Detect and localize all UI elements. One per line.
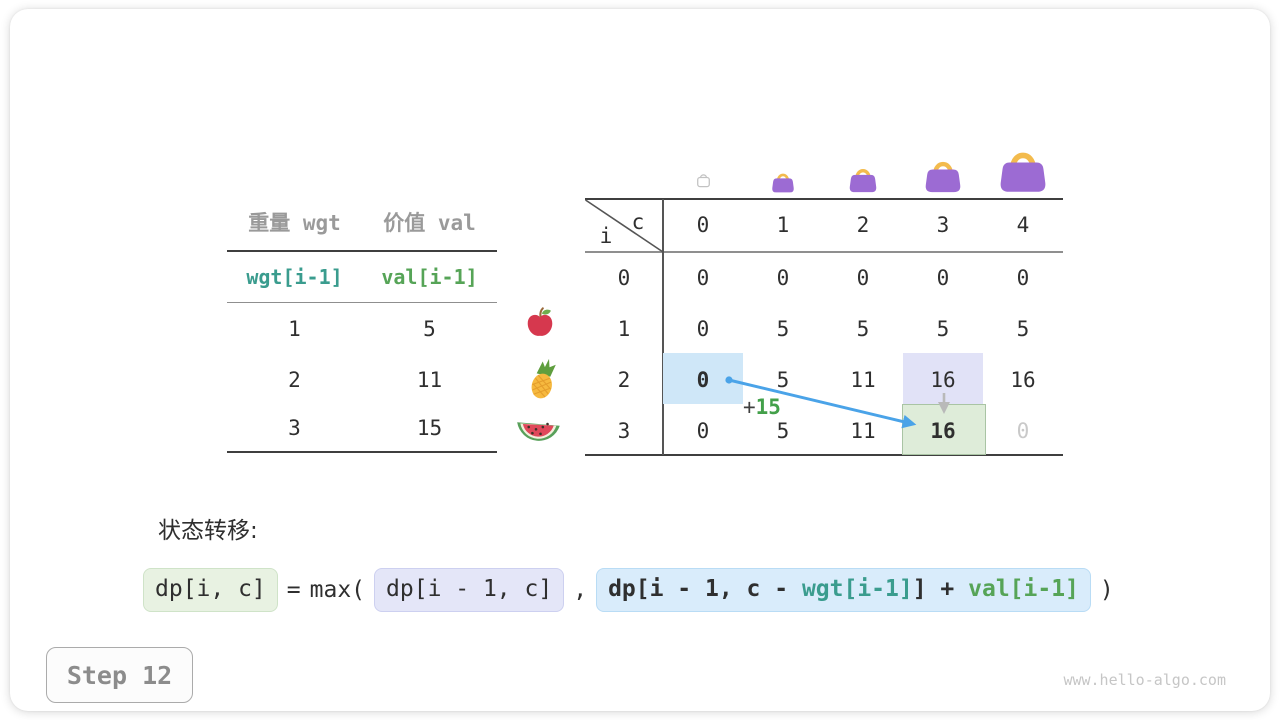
weight-column-header: 重量 wgt [248,211,341,235]
item-weight: 3 [288,416,301,440]
formula-comma: , [573,577,588,603]
dp-cell: 5 [856,316,870,341]
dp-table-header-rule [585,251,1063,253]
wgt-formula-cell: wgt[i-1] [246,265,343,289]
formula-option-take: dp[i - 1, c - wgt[i-1]] + val[i-1] [596,568,1091,612]
dp-col-header: 0 [696,213,710,237]
take-val-term: val[i-1] [968,576,1079,603]
dp-cell: 5 [776,316,790,341]
dp-row-header: 3 [617,418,631,443]
dp-cell: 11 [850,367,876,392]
figure-card: 重量 wgt 价值 val wgt[i-1] val[i-1] 1 5 2 11… [10,9,1270,711]
take-wgt-term: wgt[i-1] [801,576,913,603]
dp-cell-above: 16 [930,367,956,392]
dp-cell: 0 [1016,265,1030,290]
dp-table-vertical-rule [662,199,664,455]
dp-cell: 0 [856,265,870,290]
pineapple-icon [531,358,556,399]
dp-col-header: 3 [936,213,950,237]
dp-cell: 16 [1010,367,1036,392]
dp-col-header: 4 [1016,213,1030,237]
highlight-current-cell [902,404,986,455]
take-bracket: ] [912,576,927,603]
dp-cell: 5 [936,316,950,341]
dp-cell: 0 [696,316,710,341]
value-column-header: 价值 val [383,211,476,235]
item-row-pineapple: 2 11 [227,354,497,405]
formula-equals: = [286,577,301,603]
dp-cell-pending: 0 [1016,418,1030,443]
dp-row-header: 2 [617,367,631,392]
dp-corner-diagonal [585,199,664,253]
watermelon-icon [517,422,560,441]
empty-bag-icon [697,174,710,188]
bag-icon [849,169,877,193]
dp-col-header: 2 [856,213,870,237]
plus-sign: + [743,395,756,419]
item-value: 11 [416,367,443,392]
dp-row-header: 0 [617,265,631,290]
dp-cell: 0 [936,265,950,290]
dp-corner-row-var: i [599,224,613,248]
dp-table-top-rule [585,198,1063,200]
transition-formula: dp[i, c] = max( dp[i - 1, c] , dp[i - 1,… [143,568,1114,612]
item-value: 15 [416,416,443,440]
bag-icon [772,173,794,193]
dp-corner-col-var: c [631,210,645,234]
formula-lhs: dp[i, c] [143,568,278,612]
dp-row-headers: 0 1 2 3 [585,252,663,456]
dp-cell: 5 [1016,316,1030,341]
formula-close-paren: ) [1099,577,1114,603]
val-formula-cell: val[i-1] [381,265,478,289]
watermark: www.hello-algo.com [1063,671,1226,689]
formula-max-open: max( [309,577,366,603]
item-table-header: 重量 wgt 价值 val [227,194,497,252]
dp-cell-source: 0 [696,367,710,392]
add-value-annotation: +15 [743,395,781,419]
dp-cell-current: 16 [930,418,956,443]
dp-cell: 11 [850,418,876,443]
item-value: 5 [423,316,436,341]
item-row-watermelon: 3 15 [227,405,497,453]
dp-column-headers: 0 1 2 3 4 [663,199,1063,251]
transition-label: 状态转移: [158,518,258,544]
dp-row-header: 1 [617,316,631,341]
step-badge: Step 12 [46,647,193,703]
item-weight: 1 [288,316,301,341]
added-value: 15 [755,395,781,419]
apple-icon [527,307,553,336]
dp-value-grid: 0 0 0 0 0 0 5 5 5 5 0 5 11 16 16 0 5 11 … [663,252,1063,456]
formula-option-keep: dp[i - 1, c] [374,568,565,612]
item-weight: 2 [288,367,301,392]
item-row-apple: 1 5 [227,303,497,354]
item-table: 重量 wgt 价值 val wgt[i-1] val[i-1] 1 5 2 11… [227,194,497,453]
bag-icon [1000,152,1046,192]
dp-cell: 0 [696,265,710,290]
dp-cell: 0 [776,265,790,290]
item-table-formula-row: wgt[i-1] val[i-1] [227,252,497,303]
dp-cell: 0 [696,418,710,443]
bag-icon [925,161,961,193]
dp-col-header: 1 [776,213,790,237]
dp-table-bottom-rule [585,454,1063,456]
take-plus: + [926,576,969,603]
take-prefix: dp[i - 1, c - [608,576,802,603]
